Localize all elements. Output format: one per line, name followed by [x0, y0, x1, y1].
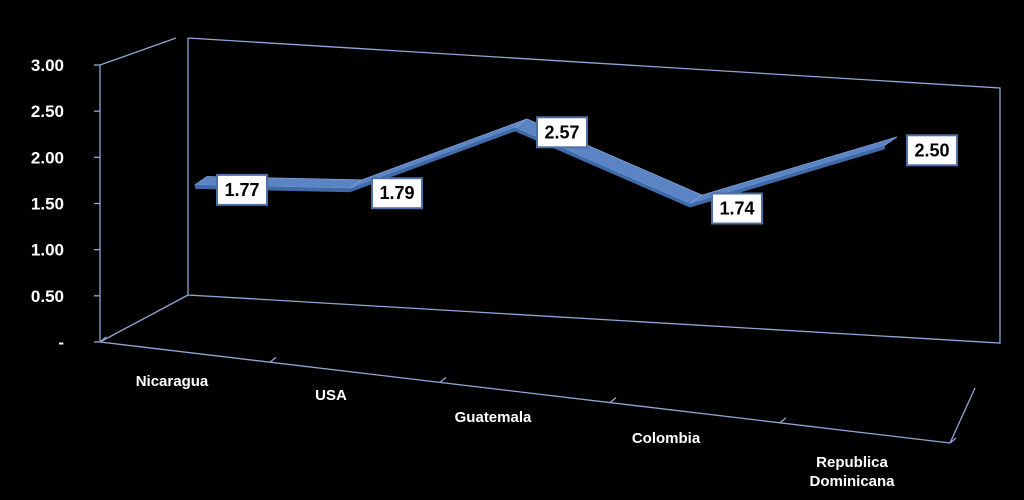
- y-tick-label: 0.50: [31, 287, 64, 306]
- x-axis-line: [99, 341, 951, 444]
- data-label-text: 1.77: [224, 180, 259, 200]
- x-tick-mark: [609, 397, 617, 404]
- data-labels: 1.77 1.79 2.57 1.74 2.50: [216, 116, 958, 225]
- floor-right-edge: [949, 387, 976, 444]
- data-label: 1.77: [216, 173, 268, 206]
- data-label-text: 2.50: [914, 140, 949, 160]
- x-tick-mark: [269, 356, 277, 363]
- y-tick-label: 2.50: [31, 102, 64, 121]
- data-label-text: 1.79: [379, 183, 414, 203]
- y-tick-label: 1.50: [31, 195, 64, 214]
- x-tick-mark: [779, 417, 787, 424]
- data-label-text: 1.74: [719, 199, 754, 219]
- x-tick-mark: [949, 437, 957, 444]
- ribbon-segment-front: [350, 127, 515, 193]
- side-wall-top-edge: [99, 37, 177, 66]
- x-tick-mark: [439, 376, 447, 383]
- y-tick-label: 1.00: [31, 241, 64, 260]
- y-tick-label: -: [58, 333, 64, 352]
- floor-left-edge: [99, 294, 189, 343]
- x-tick-label: Republica Dominicana: [809, 454, 895, 490]
- x-axis-ticks: Nicaragua USA Guatemala Colombia Republica Do…: [136, 373, 895, 490]
- x-tick-label: Guatemala: [455, 409, 532, 426]
- data-label: 1.74: [711, 192, 763, 225]
- y-axis-ticks: - 0.50 1.00 1.50 2.00 2.50 3.00: [31, 56, 64, 352]
- back-wall: [187, 37, 1001, 344]
- y-tick-label: 2.00: [31, 148, 64, 167]
- x-tick-label: USA: [315, 387, 347, 404]
- y-tick-label: 3.00: [31, 56, 64, 75]
- data-label: 1.79: [371, 177, 423, 210]
- data-label-text: 2.57: [544, 122, 579, 142]
- x-tick-label: Colombia: [632, 430, 701, 447]
- ribbon-segment-front: [690, 145, 885, 208]
- data-label: 2.57: [536, 116, 588, 149]
- chart-frame: [94, 37, 1001, 444]
- data-label: 2.50: [906, 134, 958, 167]
- x-tick-label: Nicaragua: [136, 373, 209, 390]
- x-tick-mark: [99, 336, 107, 343]
